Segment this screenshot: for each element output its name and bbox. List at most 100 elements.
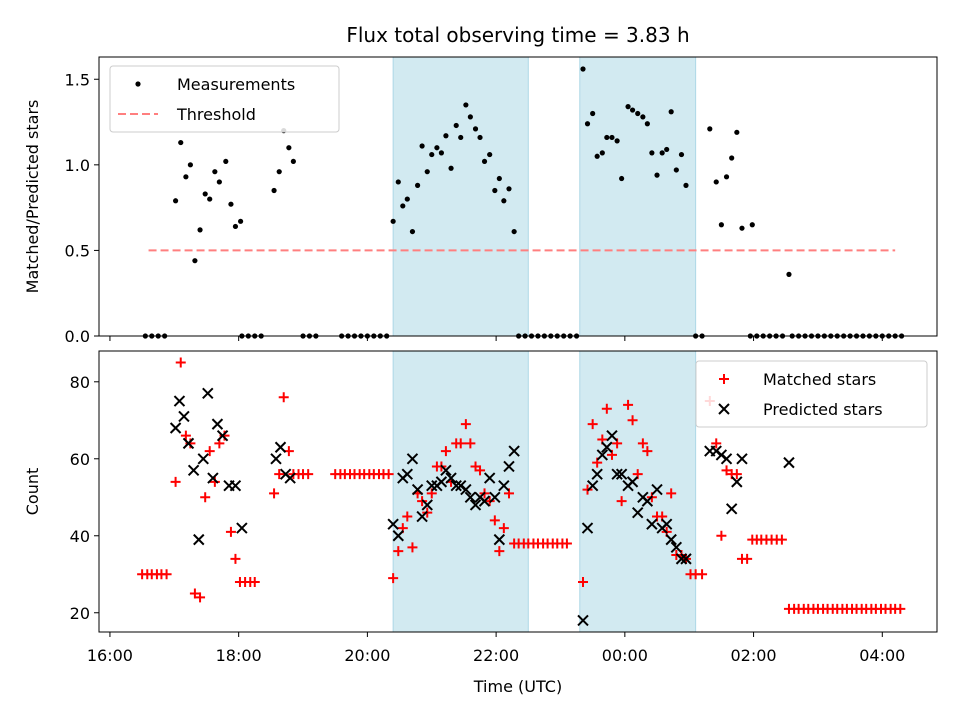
matched-star-point [388, 573, 399, 584]
measurement-point [584, 121, 591, 127]
predicted-star-point [178, 410, 190, 423]
series-predicted-stars [169, 387, 795, 627]
predicted-star-point [193, 533, 205, 546]
legend-label: Matched stars [763, 370, 876, 389]
y-tick-label: 0.0 [65, 327, 90, 346]
measurement-point [187, 162, 193, 168]
measurement-point [723, 174, 730, 180]
y-tick-label: 80 [70, 373, 90, 392]
shaded-interval-1 [579, 350, 697, 633]
matched-star-point [230, 553, 241, 564]
matched-star-point [407, 542, 418, 553]
predicted-star-point [182, 437, 195, 450]
measurement-point [228, 201, 234, 207]
bottom-panel: 20 40 60 80 16:00 18:00 20:00 22:00 00:00 02:00 04… [23, 350, 938, 665]
predicted-star-point [660, 518, 673, 530]
y-tick-label: 40 [70, 527, 90, 546]
predicted-star-point [646, 518, 658, 530]
predicted-star-point [731, 476, 743, 488]
measurement-point [290, 158, 296, 165]
measurement-point [649, 150, 655, 156]
matched-star-point [623, 399, 634, 410]
predicted-star-point [670, 541, 683, 554]
measurement-point [443, 133, 449, 139]
predicted-star-point [483, 472, 496, 484]
predicted-star-point [460, 483, 472, 496]
measurement-point [786, 271, 792, 277]
measurement-point [172, 198, 179, 204]
matched-star-point [587, 419, 598, 430]
measurement-point [400, 203, 406, 209]
matched-star-point [561, 538, 572, 549]
predicted-star-point [725, 503, 738, 515]
measurement-point [463, 102, 469, 108]
y-axis-label: Matched/Predicted stars [23, 100, 42, 294]
measurement-point [216, 179, 222, 185]
measurement-point [409, 228, 416, 235]
measurement-point [438, 150, 445, 156]
measurement-point [472, 126, 479, 132]
axes-frame [98, 56, 938, 337]
measurement-point [619, 175, 625, 182]
matched-star-point [249, 576, 260, 587]
predicted-star-point [675, 553, 688, 565]
y-tick-label: 1.0 [65, 156, 90, 175]
predicted-star-point [586, 480, 599, 492]
predicted-star-point [503, 460, 515, 473]
measurement-point [286, 145, 292, 151]
matched-star-point [716, 530, 727, 541]
measurement-point [178, 139, 184, 146]
chart-title: Flux total observing time = 3.83 h [346, 23, 689, 47]
x-tick-label: 02:00 [731, 646, 777, 665]
shaded-interval-0 [392, 56, 529, 337]
measurement-point [739, 225, 745, 231]
matched-star-point [637, 438, 648, 449]
predicted-star-point [284, 472, 296, 484]
measurement-point [713, 179, 719, 185]
predicted-star-point [493, 533, 506, 546]
measurement-point [729, 155, 735, 161]
measurement-point [718, 222, 724, 228]
x-tick-label: 16:00 [87, 646, 133, 665]
measurement-point [453, 122, 459, 129]
legend-box [695, 360, 928, 428]
measurement-point [594, 153, 600, 159]
y-tick-label: 1.5 [65, 70, 90, 89]
matched-star-point [269, 488, 280, 499]
matched-star-point [498, 523, 509, 534]
axes-frame [98, 350, 938, 633]
matched-star-point [161, 569, 172, 580]
predicted-star-point [736, 453, 748, 465]
predicted-star-point [450, 480, 462, 492]
measurement-point [668, 109, 674, 115]
predicted-star-point [615, 468, 628, 480]
matched-star-point [219, 430, 230, 441]
measurement-point [477, 134, 483, 141]
measurement-point [506, 186, 512, 192]
legend-box [109, 65, 340, 133]
predicted-star-point [596, 449, 609, 461]
predicted-star-point [211, 418, 224, 430]
measurement-point [212, 169, 218, 175]
matched-star-point [465, 438, 476, 449]
predicted-star-point [202, 387, 214, 400]
measurement-point [734, 129, 740, 135]
predicted-star-point [411, 483, 424, 496]
matched-star-point [489, 515, 500, 526]
measurement-point [390, 218, 396, 224]
matched-star-point [200, 492, 211, 503]
predicted-star-point [207, 472, 219, 484]
matched-star-point [776, 534, 787, 545]
measurement-point [404, 196, 410, 202]
x-tick-label: 22:00 [473, 646, 519, 665]
measurement-point [625, 104, 631, 110]
measurement-point [237, 218, 244, 224]
matched-star-point [303, 469, 314, 480]
matched-star-point [601, 403, 612, 414]
matched-star-point [274, 469, 285, 480]
measurement-point [202, 191, 208, 197]
measurement-point [678, 151, 685, 158]
predicted-star-point [641, 495, 654, 507]
matched-star-point [697, 569, 708, 580]
measurement-point [590, 110, 596, 117]
